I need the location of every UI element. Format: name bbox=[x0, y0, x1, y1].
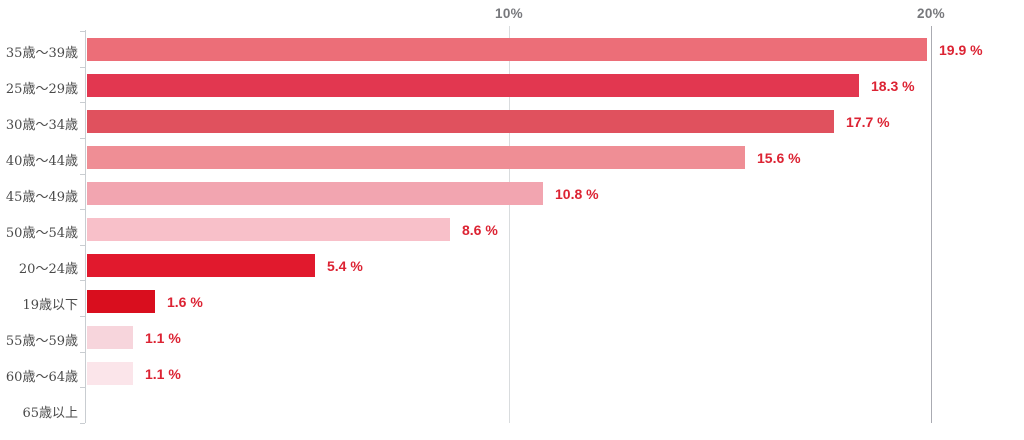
bar bbox=[87, 74, 859, 97]
value-label: 18.3 % bbox=[871, 77, 915, 94]
y-axis-tick bbox=[80, 387, 85, 388]
bar bbox=[87, 38, 927, 61]
x-gridline-10 bbox=[509, 26, 510, 423]
category-label: 50歳〜54歳 bbox=[5, 225, 78, 241]
value-label: 15.6 % bbox=[757, 149, 801, 166]
x-axis-tick-label: 10% bbox=[495, 6, 523, 21]
bar bbox=[87, 362, 133, 385]
bar bbox=[87, 218, 450, 241]
y-axis-tick bbox=[80, 102, 85, 103]
bar bbox=[87, 254, 315, 277]
y-axis-line bbox=[85, 30, 86, 423]
bar bbox=[87, 290, 155, 313]
bar bbox=[87, 182, 543, 205]
category-label: 40歳〜44歳 bbox=[5, 153, 78, 169]
bar bbox=[87, 146, 745, 169]
y-axis-tick bbox=[80, 31, 85, 32]
y-axis-tick bbox=[80, 209, 85, 210]
category-label: 55歳〜59歳 bbox=[5, 333, 78, 349]
value-label: 19.9 % bbox=[939, 41, 983, 58]
category-label: 30歳〜34歳 bbox=[5, 117, 78, 133]
category-label: 19歳以下 bbox=[22, 297, 78, 313]
category-label: 25歳〜29歳 bbox=[5, 81, 78, 97]
category-label: 35歳〜39歳 bbox=[5, 45, 78, 61]
bar bbox=[87, 326, 133, 349]
value-label: 5.4 % bbox=[327, 257, 363, 274]
category-label: 65歳以上 bbox=[22, 405, 78, 421]
y-axis-tick bbox=[80, 138, 85, 139]
value-label: 8.6 % bbox=[462, 221, 498, 238]
y-axis-tick bbox=[80, 174, 85, 175]
y-axis-tick bbox=[80, 352, 85, 353]
y-axis-tick bbox=[80, 316, 85, 317]
category-label: 20〜24歳 bbox=[18, 261, 78, 277]
category-label: 45歳〜49歳 bbox=[5, 189, 78, 205]
y-axis-tick bbox=[80, 67, 85, 68]
y-axis-tick bbox=[80, 245, 85, 246]
value-label: 1.1 % bbox=[145, 365, 181, 382]
x-axis-tick-label: 20% bbox=[917, 6, 945, 21]
value-label: 1.6 % bbox=[167, 293, 203, 310]
bar bbox=[87, 110, 834, 133]
category-label: 60歳〜64歳 bbox=[5, 369, 78, 385]
y-axis-tick bbox=[80, 280, 85, 281]
y-axis-tick bbox=[80, 423, 85, 424]
value-label: 1.1 % bbox=[145, 329, 181, 346]
value-label: 10.8 % bbox=[555, 185, 599, 202]
value-label: 17.7 % bbox=[846, 113, 890, 130]
x-gridline-20 bbox=[931, 26, 932, 423]
